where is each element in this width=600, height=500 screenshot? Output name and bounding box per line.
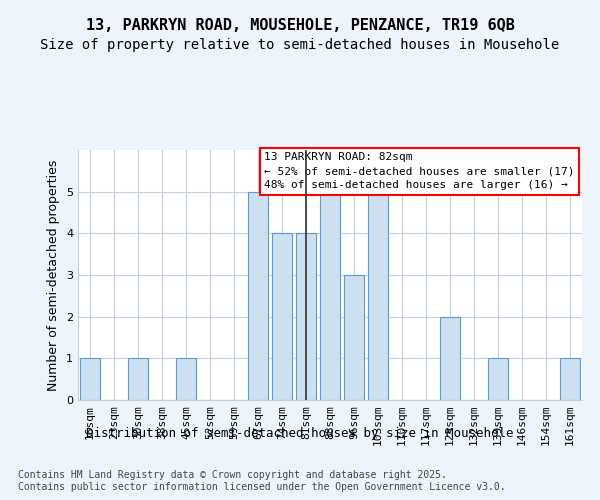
Bar bbox=[320, 192, 340, 400]
Bar bbox=[176, 358, 196, 400]
Text: 13, PARKRYN ROAD, MOUSEHOLE, PENZANCE, TR19 6QB: 13, PARKRYN ROAD, MOUSEHOLE, PENZANCE, T… bbox=[86, 18, 514, 32]
Bar bbox=[296, 234, 316, 400]
Bar bbox=[440, 316, 460, 400]
Bar bbox=[488, 358, 508, 400]
Bar bbox=[272, 234, 292, 400]
Bar bbox=[248, 192, 268, 400]
Bar bbox=[80, 358, 100, 400]
Bar bbox=[128, 358, 148, 400]
Text: Size of property relative to semi-detached houses in Mousehole: Size of property relative to semi-detach… bbox=[40, 38, 560, 52]
Bar bbox=[344, 275, 364, 400]
Y-axis label: Number of semi-detached properties: Number of semi-detached properties bbox=[47, 160, 61, 390]
Bar bbox=[560, 358, 580, 400]
Bar bbox=[368, 192, 388, 400]
Text: Contains HM Land Registry data © Crown copyright and database right 2025.
Contai: Contains HM Land Registry data © Crown c… bbox=[18, 470, 506, 492]
Text: 13 PARKRYN ROAD: 82sqm
← 52% of semi-detached houses are smaller (17)
48% of sem: 13 PARKRYN ROAD: 82sqm ← 52% of semi-det… bbox=[265, 152, 575, 190]
Text: Distribution of semi-detached houses by size in Mousehole: Distribution of semi-detached houses by … bbox=[86, 428, 514, 440]
